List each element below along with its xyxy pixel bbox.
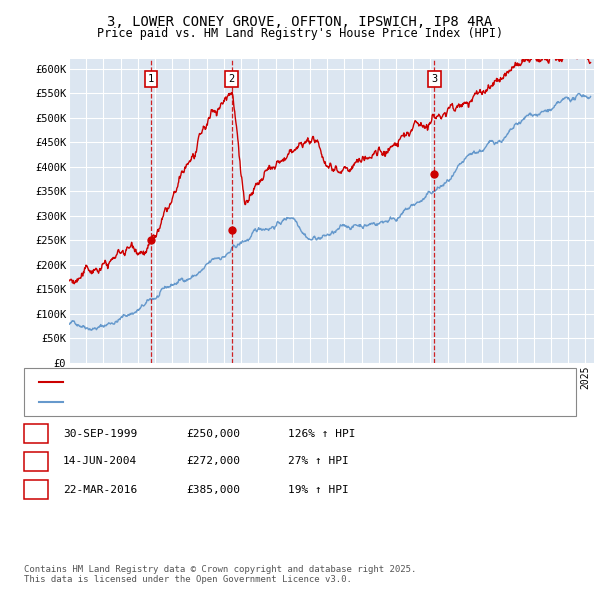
Text: 22-MAR-2016: 22-MAR-2016 xyxy=(63,485,137,494)
Text: 2: 2 xyxy=(32,457,40,466)
Text: 3: 3 xyxy=(32,485,40,494)
Text: £250,000: £250,000 xyxy=(186,429,240,438)
Text: 3: 3 xyxy=(431,74,437,84)
Text: £385,000: £385,000 xyxy=(186,485,240,494)
Text: 126% ↑ HPI: 126% ↑ HPI xyxy=(288,429,355,438)
Text: Contains HM Land Registry data © Crown copyright and database right 2025.
This d: Contains HM Land Registry data © Crown c… xyxy=(24,565,416,584)
Text: 3, LOWER CONEY GROVE, OFFTON, IPSWICH, IP8 4RA (detached house): 3, LOWER CONEY GROVE, OFFTON, IPSWICH, I… xyxy=(69,377,463,387)
Text: 2: 2 xyxy=(229,74,235,84)
Text: 19% ↑ HPI: 19% ↑ HPI xyxy=(288,485,349,494)
Text: 27% ↑ HPI: 27% ↑ HPI xyxy=(288,457,349,466)
Text: 3, LOWER CONEY GROVE, OFFTON, IPSWICH, IP8 4RA: 3, LOWER CONEY GROVE, OFFTON, IPSWICH, I… xyxy=(107,15,493,30)
Text: HPI: Average price, detached house, Mid Suffolk: HPI: Average price, detached house, Mid … xyxy=(69,398,363,408)
Text: Price paid vs. HM Land Registry's House Price Index (HPI): Price paid vs. HM Land Registry's House … xyxy=(97,27,503,40)
Text: 30-SEP-1999: 30-SEP-1999 xyxy=(63,429,137,438)
Text: 1: 1 xyxy=(148,74,154,84)
Text: 1: 1 xyxy=(32,429,40,438)
Text: 14-JUN-2004: 14-JUN-2004 xyxy=(63,457,137,466)
Text: £272,000: £272,000 xyxy=(186,457,240,466)
